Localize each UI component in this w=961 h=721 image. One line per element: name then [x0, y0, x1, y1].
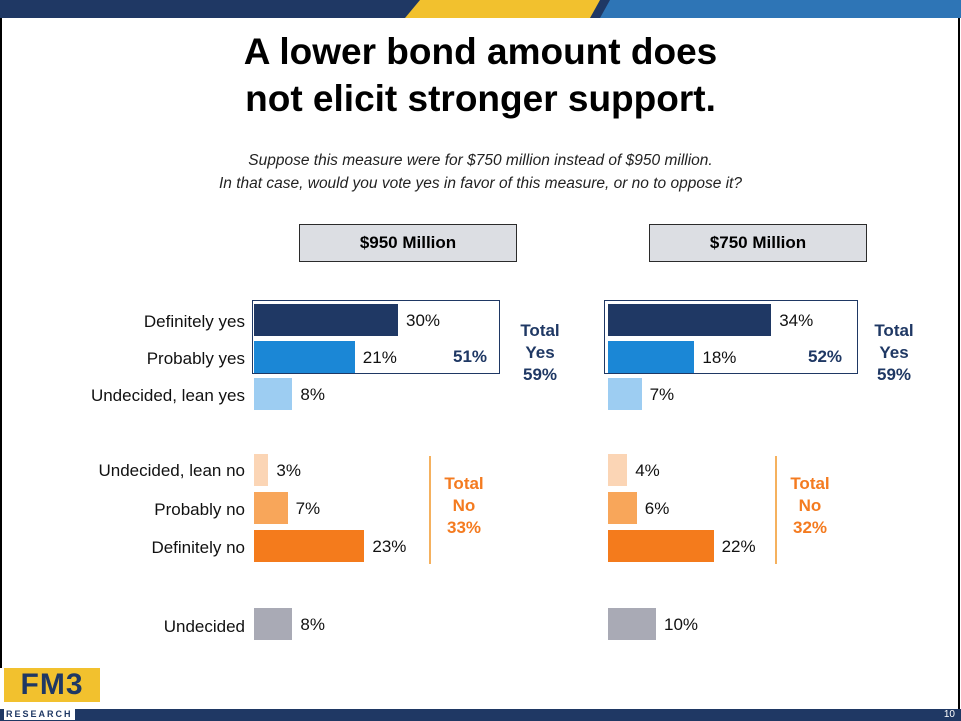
total-yes-950-value: 59% [522, 365, 558, 384]
bar-750-probably-no [608, 492, 637, 524]
bar-950-probably-no [254, 492, 288, 524]
category-label-lean-yes: Undecided, lean yes [90, 386, 245, 405]
total-yes-750-value: 59% [876, 365, 912, 384]
net-yes-value-950: 51% [453, 347, 488, 366]
total-no-750: Total No 32% [780, 473, 840, 539]
data-label-950-definitely-yes: 30% [406, 311, 441, 330]
data-label-750-lean-no: 4% [635, 461, 660, 480]
total-no-950: Total No 33% [434, 473, 494, 539]
total-no-950-line1: Total [444, 474, 484, 493]
column-header-950: $950 Million [299, 224, 517, 262]
total-yes-950-line1: Total [520, 321, 560, 340]
top-banner [0, 0, 961, 18]
slide-title: A lower bond amount does not elicit stro… [0, 28, 961, 122]
total-yes-950: Total Yes 59% [510, 320, 570, 386]
bar-750-undecided [608, 608, 656, 640]
data-label-750-definitely-yes: 34% [779, 311, 814, 330]
right-frame-line [958, 18, 960, 710]
data-label-950-lean-no: 3% [276, 461, 301, 480]
net-yes-value-750: 52% [808, 347, 843, 366]
bar-750-lean-no [608, 454, 628, 486]
data-label-750-probably-no: 6% [644, 499, 670, 518]
title-line-1: A lower bond amount does [243, 31, 718, 72]
bar-750-probably-yes [608, 341, 695, 373]
category-label-definitely-yes: Definitely yes [143, 312, 245, 331]
category-label-definitely-no: Definitely no [151, 538, 245, 557]
category-label-lean-no: Undecided, lean no [98, 461, 245, 480]
bar-950-definitely-yes [254, 304, 398, 336]
data-label-950-probably-no: 7% [295, 499, 321, 518]
data-label-750-undecided: 10% [664, 615, 699, 634]
page-number: 10 [943, 709, 955, 720]
total-yes-950-line2: Yes [525, 343, 555, 362]
total-no-950-line2: No [452, 496, 476, 515]
bar-950-undecided [254, 608, 293, 640]
data-label-750-definitely-no: 22% [721, 537, 756, 556]
survey-question: Suppose this measure were for $750 milli… [0, 149, 961, 195]
total-yes-750-line2: Yes [879, 343, 909, 362]
data-label-950-definitely-no: 23% [372, 537, 407, 556]
left-frame-line [0, 18, 2, 668]
bar-750-lean-yes [608, 378, 642, 410]
column-header-750: $750 Million [649, 224, 867, 262]
title-line-2: not elicit stronger support. [245, 78, 716, 119]
data-label-750-probably-yes: 18% [702, 348, 737, 367]
bar-950-definitely-no [254, 530, 365, 562]
category-label-probably-no: Probably no [154, 500, 245, 519]
data-label-950-probably-yes: 21% [362, 348, 397, 367]
bar-950-probably-yes [254, 341, 355, 373]
net-yes-box-950 [252, 300, 500, 374]
fm3-logo-research: RESEARCH [4, 708, 75, 720]
question-line-1: Suppose this measure were for $750 milli… [248, 152, 713, 169]
total-no-750-line1: Total [790, 474, 830, 493]
bar-750-definitely-no [608, 530, 714, 562]
data-label-950-undecided: 8% [300, 615, 325, 634]
total-no-bracket-750 [775, 456, 777, 564]
data-label-750-lean-yes: 7% [649, 385, 675, 404]
fm3-logo: FM3 [4, 668, 100, 702]
total-no-950-value: 33% [446, 518, 482, 537]
category-label-probably-yes: Probably yes [146, 349, 245, 368]
bottom-bar [0, 709, 961, 721]
bar-950-lean-no [254, 454, 269, 486]
total-no-bracket-950 [429, 456, 431, 564]
net-yes-box-750 [604, 300, 858, 374]
bar-950-lean-yes [254, 378, 293, 410]
total-yes-750-line1: Total [874, 321, 914, 340]
total-no-750-line2: No [798, 496, 822, 515]
total-yes-750: Total Yes 59% [864, 320, 924, 386]
total-no-750-value: 32% [792, 518, 828, 537]
question-line-2: In that case, would you vote yes in favo… [219, 175, 742, 192]
category-label-undecided: Undecided [163, 617, 245, 636]
data-label-950-lean-yes: 8% [300, 385, 325, 404]
bar-750-definitely-yes [608, 304, 772, 336]
